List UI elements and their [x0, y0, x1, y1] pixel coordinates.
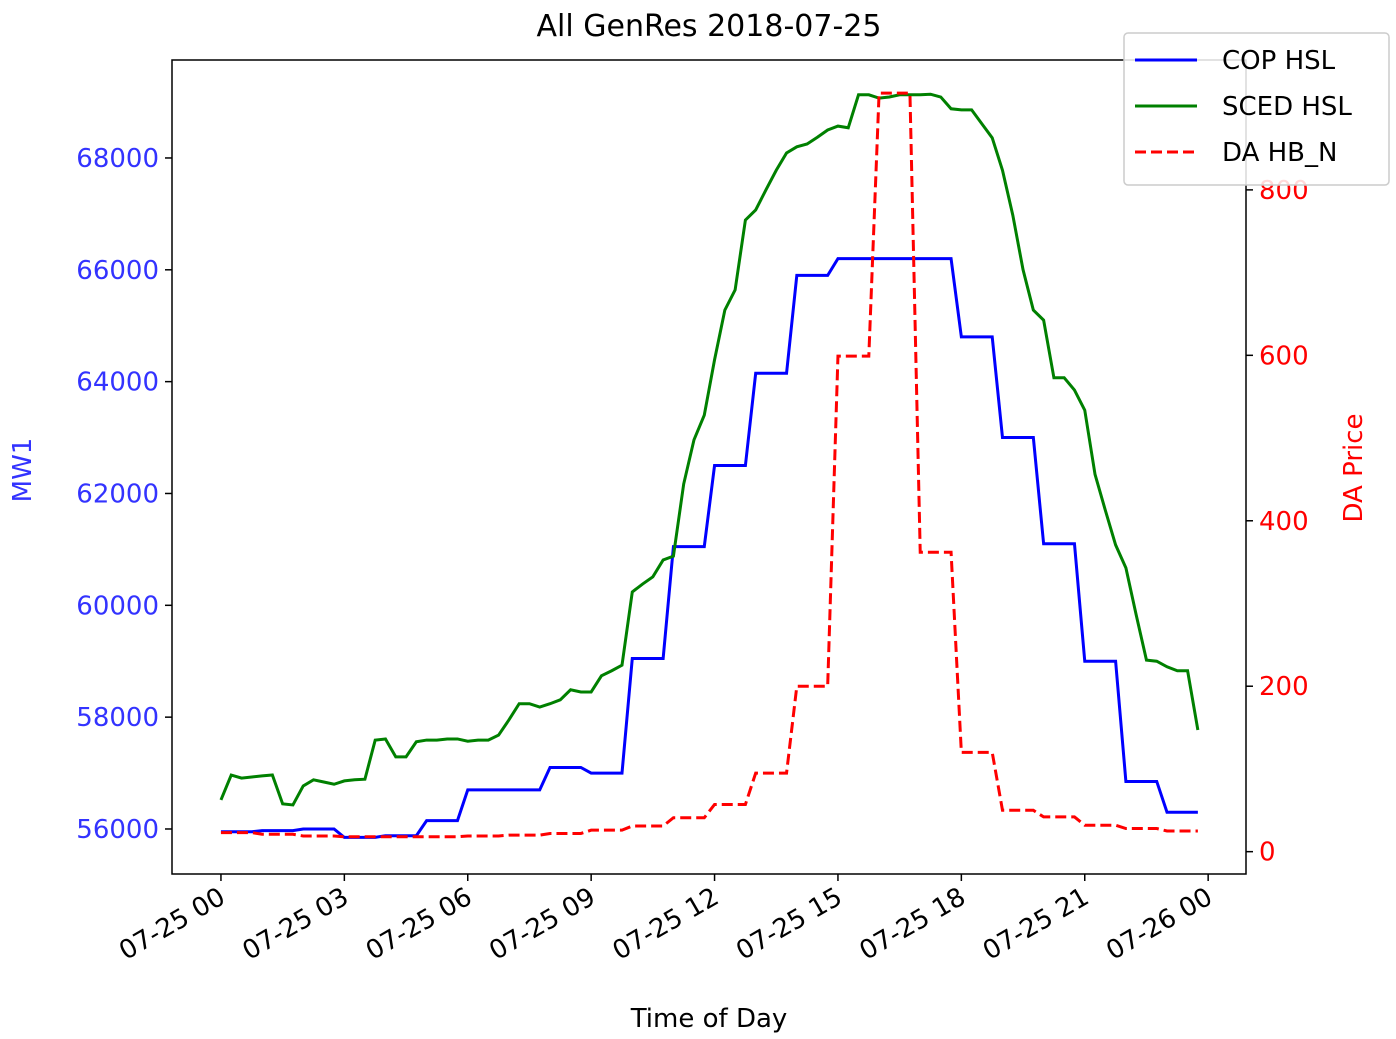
x-tick-label: 07-26 00 — [1101, 882, 1217, 966]
series-line — [220, 91, 1198, 839]
y-tick-label: 56000 — [76, 815, 159, 845]
legend-label: SCED HSL — [1222, 92, 1352, 122]
y-tick-label: 58000 — [76, 703, 159, 733]
y2-tick-label: 400 — [1259, 507, 1309, 537]
y2-tick-label: 0 — [1259, 838, 1276, 868]
y-tick-label: 66000 — [76, 256, 159, 286]
y2-axis-label: DA Price — [1339, 413, 1369, 522]
y2-tick-label: 600 — [1259, 341, 1309, 371]
x-tick-label: 07-25 06 — [361, 882, 477, 966]
legend-label: DA HB_N — [1222, 138, 1337, 168]
y-tick-label: 62000 — [76, 479, 159, 509]
y-tick-label: 60000 — [76, 591, 159, 621]
x-tick-label: 07-25 21 — [978, 882, 1094, 966]
x-tick-label: 07-25 18 — [855, 882, 971, 966]
series-line — [220, 257, 1198, 839]
y-tick-label: 64000 — [76, 368, 159, 398]
x-tick-label: 07-25 00 — [114, 882, 230, 966]
chart-title: All GenRes 2018-07-25 — [537, 9, 882, 44]
y-tick-label: 68000 — [76, 144, 159, 174]
plot-frame — [171, 59, 1247, 875]
y2-tick-label: 200 — [1259, 672, 1309, 702]
legend-box — [1123, 32, 1390, 186]
x-tick-label: 07-25 15 — [731, 882, 847, 966]
x-tick-label: 07-25 09 — [484, 882, 600, 966]
x-tick-label: 07-25 12 — [608, 882, 724, 966]
x-axis-label: Time of Day — [630, 1004, 788, 1034]
legend-label: COP HSL — [1222, 46, 1336, 76]
series-line — [219, 92, 1200, 807]
y-axis-label: MW1 — [8, 438, 38, 503]
x-tick-label: 07-25 03 — [238, 882, 354, 966]
